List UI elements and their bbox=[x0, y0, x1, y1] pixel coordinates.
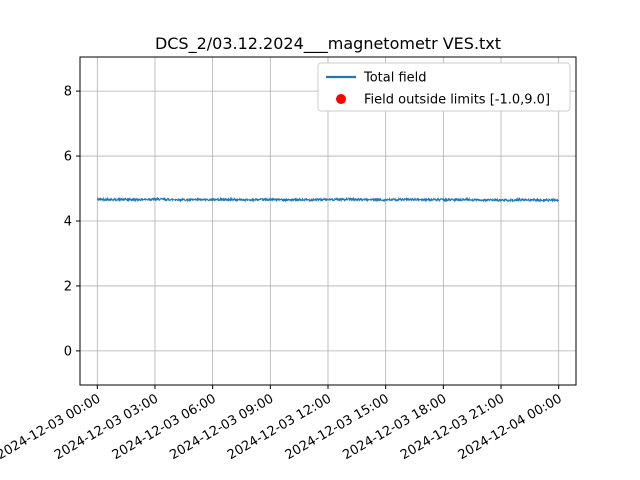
legend-label-total-field: Total field bbox=[363, 71, 427, 86]
x-tick-label: 2024-12-03 21:00 bbox=[398, 391, 507, 463]
legend-label-field-outside-limits: Field outside limits [-1.0,9.0] bbox=[364, 93, 550, 108]
x-tick-label: 2024-12-03 09:00 bbox=[167, 391, 276, 463]
x-tick-label: 2024-12-03 12:00 bbox=[225, 391, 334, 463]
x-tick-label: 2024-12-03 15:00 bbox=[283, 391, 392, 463]
total-field-line bbox=[96, 196, 559, 203]
x-tick-label: 2024-12-04 00:00 bbox=[456, 391, 565, 463]
legend-box bbox=[317, 62, 571, 112]
x-tick-label: 2024-12-03 06:00 bbox=[110, 391, 219, 463]
y-tick-label: 4 bbox=[64, 215, 72, 230]
x-tick-label: 2024-12-03 00:00 bbox=[0, 391, 103, 463]
y-tick-label: 0 bbox=[64, 344, 72, 359]
chart-title: DCS_2/03.12.2024___magnetometr VES.txt bbox=[154, 34, 502, 53]
x-tick-label: 2024-12-03 03:00 bbox=[52, 391, 161, 463]
y-tick-label: 2 bbox=[64, 279, 72, 294]
y-tick-label: 6 bbox=[64, 150, 72, 165]
y-tick-label: 8 bbox=[64, 85, 72, 100]
x-tick-label: 2024-12-03 18:00 bbox=[340, 391, 449, 463]
legend-dot-sample bbox=[336, 94, 346, 104]
